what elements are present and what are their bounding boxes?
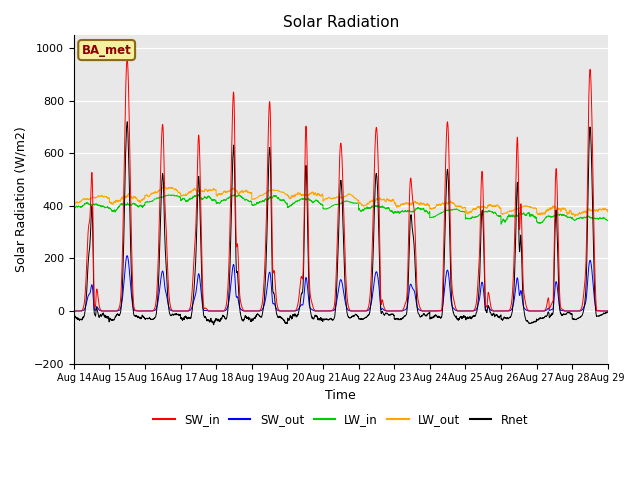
Line: LW_out: LW_out xyxy=(74,187,608,216)
LW_in xyxy=(497,221,505,227)
Y-axis label: Solar Radiation (W/m2): Solar Radiation (W/m2) xyxy=(15,127,28,272)
LW_in xyxy=(431,214,438,219)
LW_in xyxy=(604,217,612,223)
SW_out xyxy=(491,308,499,314)
SW_out xyxy=(321,308,328,314)
Title: Solar Radiation: Solar Radiation xyxy=(283,15,399,30)
SW_in xyxy=(321,308,328,314)
Text: BA_met: BA_met xyxy=(82,44,132,57)
Rnet xyxy=(210,322,218,328)
LW_out xyxy=(491,203,499,209)
Rnet xyxy=(70,315,77,321)
Rnet xyxy=(491,314,499,320)
SW_out xyxy=(461,308,468,314)
SW_out xyxy=(604,308,612,314)
SW_in xyxy=(604,308,612,314)
SW_in xyxy=(70,308,77,314)
Rnet xyxy=(461,313,468,319)
SW_in xyxy=(124,56,131,62)
Rnet xyxy=(166,312,173,317)
Rnet xyxy=(604,309,612,314)
SW_in xyxy=(604,308,611,314)
LW_in xyxy=(321,206,328,212)
SW_in xyxy=(431,308,438,314)
SW_in xyxy=(166,300,173,306)
LW_out xyxy=(604,207,611,213)
Rnet xyxy=(321,317,329,323)
LW_out xyxy=(431,205,438,211)
LW_out xyxy=(161,184,168,190)
SW_in xyxy=(461,308,468,314)
SW_out xyxy=(431,308,438,314)
LW_out xyxy=(571,214,579,219)
LW_in xyxy=(604,217,611,223)
LW_in xyxy=(70,204,77,210)
Rnet xyxy=(124,119,131,125)
LW_in xyxy=(461,209,468,215)
Rnet xyxy=(431,313,439,319)
SW_out xyxy=(70,308,77,314)
Line: Rnet: Rnet xyxy=(74,122,608,325)
LW_in xyxy=(231,192,239,197)
Line: LW_in: LW_in xyxy=(74,194,608,224)
LW_out xyxy=(321,196,328,202)
LW_in xyxy=(166,192,173,198)
LW_out xyxy=(604,209,612,215)
Legend: SW_in, SW_out, LW_in, LW_out, Rnet: SW_in, SW_out, LW_in, LW_out, Rnet xyxy=(148,409,533,431)
SW_out xyxy=(166,306,173,312)
Rnet xyxy=(604,310,611,315)
SW_out xyxy=(604,308,611,314)
SW_in xyxy=(491,308,499,314)
SW_out xyxy=(124,253,131,259)
LW_out xyxy=(70,202,77,208)
Line: SW_out: SW_out xyxy=(74,256,608,311)
LW_in xyxy=(491,210,499,216)
X-axis label: Time: Time xyxy=(325,389,356,402)
Line: SW_in: SW_in xyxy=(74,59,608,311)
LW_out xyxy=(166,185,173,191)
LW_out xyxy=(461,205,468,211)
